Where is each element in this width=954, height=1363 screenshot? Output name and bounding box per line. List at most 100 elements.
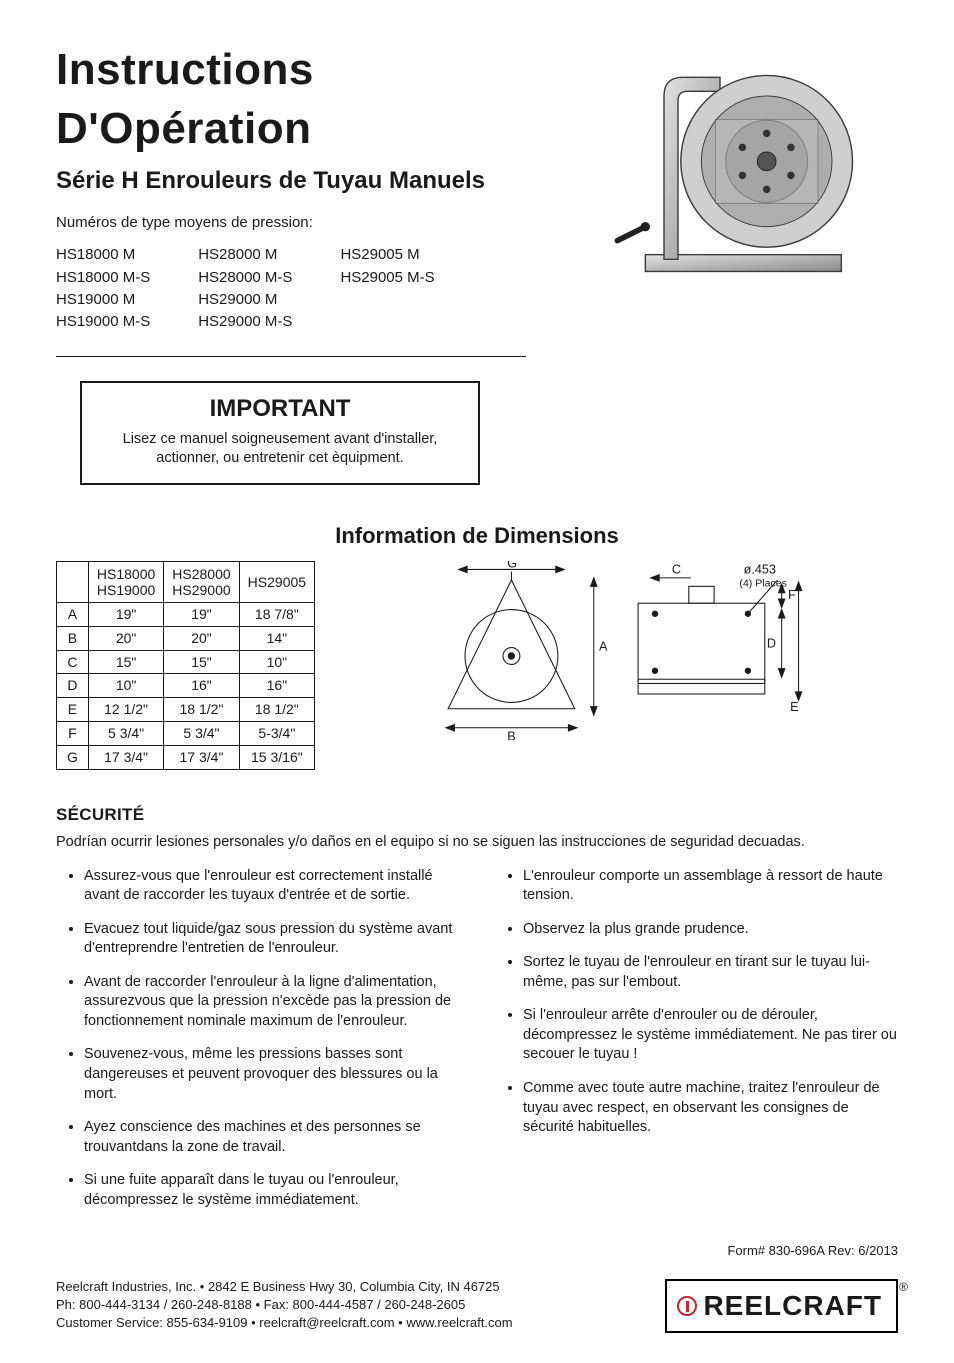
list-item: Assurez-vous que l'enrouleur est correct… [84, 867, 459, 906]
diagram-label-e: E [790, 700, 798, 714]
registered-mark: ® [899, 1279, 908, 1295]
dimensions-title: Information de Dimensions [56, 521, 898, 551]
model-number: HS29005 M-S [340, 268, 434, 288]
col-header-line: HS29000 [172, 582, 230, 598]
important-box: IMPORTANT Lisez ce manuel soigneusement … [80, 381, 480, 485]
table-cell: 10" [88, 674, 163, 698]
table-cell: 16" [239, 674, 314, 698]
brand-logo: REELCRAFT ® [665, 1279, 898, 1333]
footer-row: Reelcraft Industries, Inc. • 2842 E Busi… [56, 1278, 898, 1333]
list-item: Comme avec toute autre machine, traitez … [523, 1079, 898, 1138]
intro-line: Numéros de type moyens de pression: [56, 213, 574, 233]
diagram-svg: G A B [427, 561, 807, 740]
table-cell: 17 3/4" [88, 746, 163, 770]
model-number-columns: HS18000 M HS18000 M-S HS19000 M HS19000 … [56, 245, 574, 334]
table-cell: 15 3/16" [239, 746, 314, 770]
diagram-label-d: D [766, 636, 775, 650]
col-header-line: HS19000 [97, 582, 155, 598]
row-key: F [57, 722, 89, 746]
securite-intro: Podrían ocurrir lesiones personales y/o … [56, 833, 898, 853]
table-cell: 18 7/8" [239, 602, 314, 626]
table-row: A19"19"18 7/8" [57, 602, 315, 626]
table-cell: 18 1/2" [164, 698, 239, 722]
list-item: Si l'enrouleur arrête d'enrouler ou de d… [523, 1006, 898, 1065]
table-cell: 16" [164, 674, 239, 698]
list-item: Si une fuite apparaît dans le tuyau ou l… [84, 1171, 459, 1210]
diagram-label-holes-note: (4) Places [739, 577, 786, 589]
table-row: G17 3/4"17 3/4"15 3/16" [57, 746, 315, 770]
model-col-3: HS29005 M HS29005 M-S [340, 245, 434, 334]
page-title: Instructions D'Opération [56, 40, 574, 159]
table-corner [57, 561, 89, 602]
model-number: HS18000 M-S [56, 268, 150, 288]
table-cell: 15" [88, 650, 163, 674]
dimension-diagram: G A B [335, 561, 898, 740]
model-number: HS18000 M [56, 245, 150, 265]
list-item: Souvenez-vous, même les pressions basses… [84, 1045, 459, 1104]
table-row: D10"16"16" [57, 674, 315, 698]
table-cell: 20" [88, 626, 163, 650]
col-header-line: HS18000 [97, 566, 155, 582]
list-item: Ayez conscience des machines et des pers… [84, 1118, 459, 1157]
hose-reel-illustration [608, 40, 888, 301]
table-cell: 20" [164, 626, 239, 650]
list-item: L'enrouleur comporte un assemblage à res… [523, 867, 898, 906]
table-cell: 19" [88, 602, 163, 626]
reelcraft-icon [677, 1296, 697, 1316]
list-item: Observez la plus grande prudence. [523, 920, 898, 940]
table-col-header: HS28000 HS29000 [164, 561, 239, 602]
table-cell: 5-3/4" [239, 722, 314, 746]
securite-columns: Assurez-vous que l'enrouleur est correct… [56, 867, 898, 1225]
diagram-label-g: G [507, 561, 517, 570]
product-image [598, 40, 898, 485]
list-item: Sortez le tuyau de l'enrouleur en tirant… [523, 953, 898, 992]
list-item: Evacuez tout liquide/gaz sous pression d… [84, 920, 459, 959]
footer-line: Customer Service: 855-634-9109 • reelcra… [56, 1314, 513, 1332]
list-item: Avant de raccorder l'enrouleur à la lign… [84, 973, 459, 1032]
header-text-block: Instructions D'Opération Série H Enroule… [56, 40, 574, 485]
table-cell: 5 3/4" [88, 722, 163, 746]
model-number: HS19000 M [56, 290, 150, 310]
row-key: D [57, 674, 89, 698]
footer-contact: Reelcraft Industries, Inc. • 2842 E Busi… [56, 1278, 513, 1333]
footer-line: Reelcraft Industries, Inc. • 2842 E Busi… [56, 1278, 513, 1296]
model-number: HS19000 M-S [56, 312, 150, 332]
table-col-header: HS29005 [239, 561, 314, 602]
table-cell: 18 1/2" [239, 698, 314, 722]
diagram-label-b: B [507, 729, 515, 740]
model-number: HS29000 M-S [198, 312, 292, 332]
diagram-label-hole: ø.453 [743, 562, 775, 576]
table-cell: 5 3/4" [164, 722, 239, 746]
table-row: C15"15"10" [57, 650, 315, 674]
table-row: F5 3/4"5 3/4"5-3/4" [57, 722, 315, 746]
row-key: B [57, 626, 89, 650]
table-cell: 17 3/4" [164, 746, 239, 770]
securite-list-left: Assurez-vous que l'enrouleur est correct… [56, 867, 459, 1225]
table-row: B20"20"14" [57, 626, 315, 650]
securite-list-right: L'enrouleur comporte un assemblage à res… [495, 867, 898, 1225]
table-cell: 19" [164, 602, 239, 626]
dimensions-table: HS18000 HS19000 HS28000 HS29000 HS29005 … [56, 561, 315, 770]
model-col-1: HS18000 M HS18000 M-S HS19000 M HS19000 … [56, 245, 150, 334]
table-cell: 15" [164, 650, 239, 674]
model-number: HS28000 M [198, 245, 292, 265]
table-col-header: HS18000 HS19000 [88, 561, 163, 602]
row-key: C [57, 650, 89, 674]
row-key: A [57, 602, 89, 626]
col-header-line: HS28000 [172, 566, 230, 582]
model-col-2: HS28000 M HS28000 M-S HS29000 M HS29000 … [198, 245, 292, 334]
row-key: E [57, 698, 89, 722]
divider-rule [56, 356, 526, 357]
brand-wordmark: REELCRAFT [703, 1287, 882, 1325]
securite-title: SÉCURITÉ [56, 804, 898, 827]
header-row: Instructions D'Opération Série H Enroule… [56, 40, 898, 485]
table-row: E12 1/2"18 1/2"18 1/2" [57, 698, 315, 722]
form-revision: Form# 830-696A Rev: 6/2013 [56, 1242, 898, 1260]
model-number: HS29005 M [340, 245, 434, 265]
col-header-line: HS29005 [248, 574, 306, 590]
diagram-label-f: F [788, 588, 796, 602]
table-cell: 14" [239, 626, 314, 650]
table-cell: 10" [239, 650, 314, 674]
table-cell: 12 1/2" [88, 698, 163, 722]
model-number: HS29000 M [198, 290, 292, 310]
